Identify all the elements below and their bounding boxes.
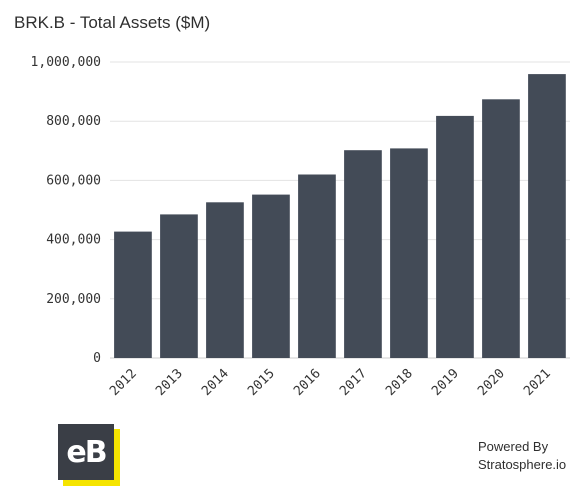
bar-2014 <box>206 202 244 358</box>
powered-by-company: Stratosphere.io <box>478 457 567 472</box>
y-tick-label: 400,000 <box>46 233 101 248</box>
bar-2013 <box>160 214 198 358</box>
bar-2021 <box>528 74 566 358</box>
logo-mark: eB <box>58 424 114 480</box>
bar-chart: 0 200,000 400,000 600,000 800,000 1,000,000 20… <box>31 55 570 399</box>
x-tick-label: 2016 <box>291 366 324 399</box>
y-tick-label: 600,000 <box>46 173 101 188</box>
brand-logo: eB <box>58 424 120 486</box>
y-tick-label: 1,000,000 <box>31 55 101 70</box>
bar-2015 <box>252 194 290 358</box>
powered-by-label: Powered By <box>478 439 549 454</box>
x-tick-label: 2012 <box>107 366 140 399</box>
x-tick-label: 2015 <box>245 366 278 399</box>
x-tick-label: 2021 <box>521 366 554 399</box>
x-tick-label: 2018 <box>383 366 416 399</box>
x-tick-label: 2020 <box>475 366 508 399</box>
bar-2012 <box>114 231 152 358</box>
y-tick-label: 200,000 <box>46 292 101 307</box>
y-tick-label: 0 <box>93 351 101 366</box>
y-tick-label: 800,000 <box>46 114 101 129</box>
bar-2020 <box>482 99 520 359</box>
x-tick-label: 2017 <box>337 366 370 399</box>
chart-title: BRK.B - Total Assets ($M) <box>14 13 211 32</box>
x-tick-label: 2014 <box>199 366 232 399</box>
bar-2018 <box>390 148 428 358</box>
powered-by: Powered By Stratosphere.io <box>478 438 566 474</box>
bar-2019 <box>436 115 474 359</box>
bar-2016 <box>298 174 336 358</box>
bar-2017 <box>344 150 382 358</box>
x-tick-label: 2013 <box>153 366 186 399</box>
x-tick-label: 2019 <box>429 366 462 399</box>
